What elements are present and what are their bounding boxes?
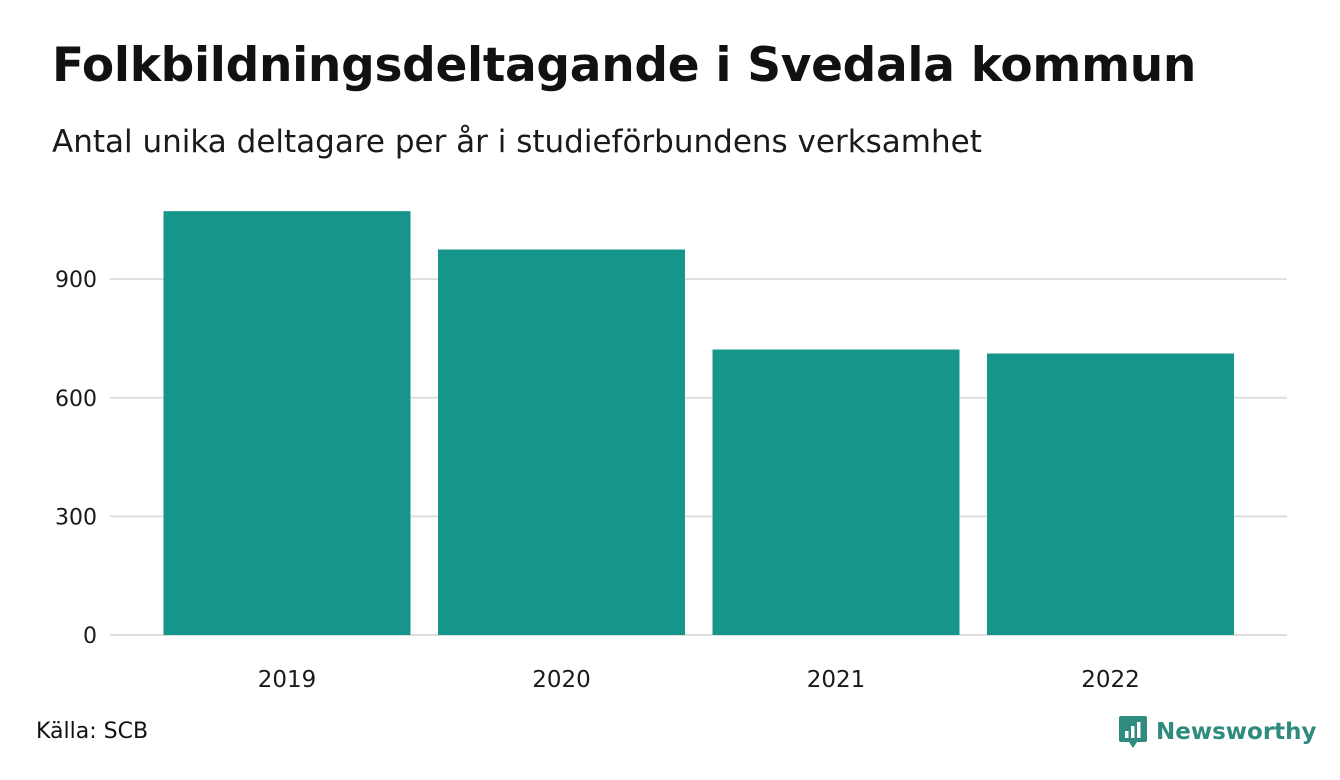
- bar-2021: [712, 349, 960, 635]
- bar-2020: [438, 249, 685, 635]
- x-tick-label: 2019: [258, 667, 317, 693]
- x-tick-label: 2022: [1081, 667, 1140, 693]
- x-tick-label: 2020: [532, 667, 591, 693]
- source-note: Källa: SCB: [36, 719, 149, 744]
- chart-subtitle: Antal unika deltagare per år i studieför…: [52, 124, 982, 160]
- x-tick-label: 2021: [807, 667, 866, 693]
- y-tick-label: 300: [55, 505, 97, 530]
- x-axis-ticks: 2019 2020 2021 2022: [258, 667, 1140, 693]
- bar-2022: [987, 353, 1234, 635]
- y-tick-label: 600: [55, 387, 97, 412]
- bars: [163, 211, 1234, 635]
- chart-title: Folkbildningsdeltagande i Svedala kommun: [52, 38, 1197, 93]
- newsworthy-logo-icon: [1119, 716, 1147, 748]
- brand-name: Newsworthy: [1156, 719, 1317, 745]
- y-tick-label: 900: [55, 268, 97, 293]
- brand-logo: Newsworthy: [1118, 714, 1317, 750]
- y-axis-ticks: 0 300 600 900: [55, 268, 97, 649]
- y-tick-label: 0: [83, 624, 97, 649]
- bar-2019: [163, 211, 411, 635]
